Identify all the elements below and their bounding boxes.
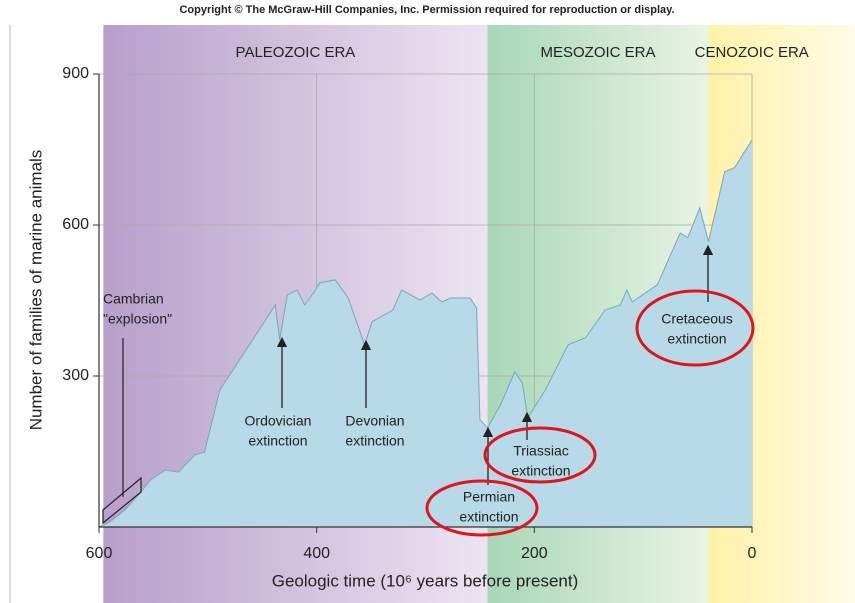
annotation: "explosion" bbox=[103, 311, 172, 327]
highlight-ellipse bbox=[483, 426, 597, 484]
cambrian-bracket bbox=[102, 476, 142, 525]
annotation: Ordovician bbox=[245, 413, 312, 429]
y-axis-label: Number of families of marine animals bbox=[26, 150, 45, 431]
annotation: extinction bbox=[459, 509, 518, 525]
x-axis-label: Geologic time (10⁶ years before present) bbox=[272, 571, 579, 590]
era-name: PALEOZOIC ERA bbox=[236, 44, 356, 61]
plot: 300 600 900 600 400 200 0 Cambrian "explosion" Or… bbox=[62, 65, 756, 562]
annotation: extinction bbox=[345, 433, 404, 449]
x-tick-label: 200 bbox=[521, 545, 548, 562]
annotation: Cambrian bbox=[103, 291, 164, 307]
annotation: Permian bbox=[463, 489, 515, 505]
copyright: Copyright © The McGraw-Hill Companies, I… bbox=[179, 4, 674, 16]
annotation: extinction bbox=[667, 331, 726, 347]
annotation: Triassiac bbox=[513, 443, 569, 459]
y-tick-label: 900 bbox=[62, 65, 89, 82]
annotation: Devonian bbox=[345, 413, 404, 429]
y-tick-label: 600 bbox=[62, 216, 89, 233]
highlight-ellipse bbox=[425, 479, 539, 537]
annotation: extinction bbox=[511, 463, 570, 479]
era-name: CENOZOIC ERA bbox=[695, 44, 809, 61]
x-tick-label: 400 bbox=[303, 545, 330, 562]
area-fill bbox=[99, 139, 752, 528]
x-tick-label: 0 bbox=[748, 545, 757, 562]
annotation: extinction bbox=[248, 433, 307, 449]
annotation: Cretaceous bbox=[661, 311, 733, 327]
x-tick-label: 600 bbox=[86, 545, 113, 562]
highlight-ellipse bbox=[635, 289, 755, 367]
y-tick-label: 300 bbox=[62, 367, 89, 384]
area-outline bbox=[98, 139, 753, 528]
era-name: MESOZOIC ERA bbox=[540, 44, 655, 61]
